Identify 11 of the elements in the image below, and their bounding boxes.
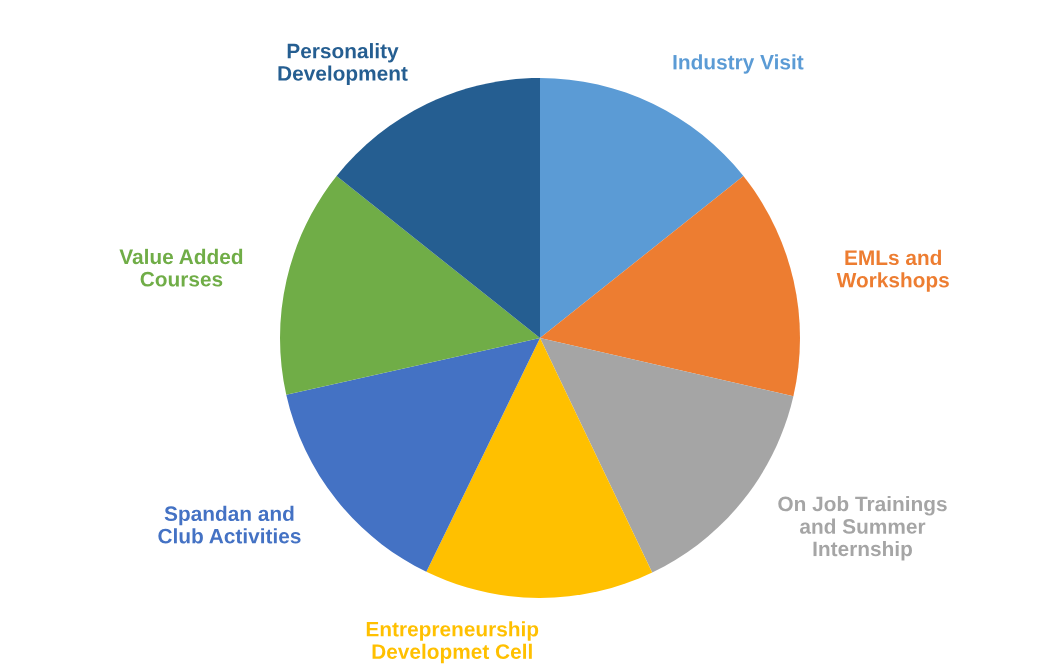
slice-label: Industry Visit [673, 54, 804, 74]
pie-slice [426, 338, 653, 598]
slice-label: Personality Development [278, 43, 408, 85]
slice-label: Entrepreneurship Developmet Cell [366, 621, 539, 664]
slice-label: Value Added Courses [119, 248, 243, 287]
pie-slice [540, 78, 744, 338]
pie-slice [540, 176, 800, 397]
slice-label: On Job Trainings and Summer Internship [778, 496, 947, 561]
pie-slice [280, 176, 540, 395]
slice-label: EMLs and Workshops [836, 249, 949, 292]
slice-label: Spandan and Club Activities [158, 505, 301, 544]
